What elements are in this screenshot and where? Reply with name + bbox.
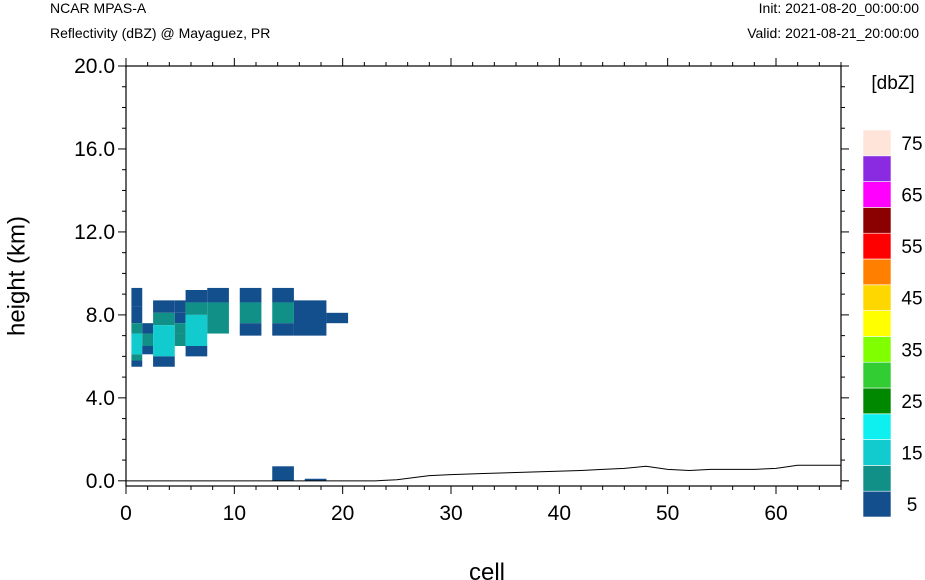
x-tick-label: 40	[548, 502, 571, 525]
colorbar-swatch	[862, 155, 892, 182]
colorbar-labels: 5 15 25 35 45 55 65 75	[901, 134, 922, 516]
reflectivity-cell	[185, 314, 208, 346]
terrain-line	[126, 464, 841, 482]
colorbar-swatch	[862, 129, 892, 157]
reflectivity-cell	[185, 302, 208, 315]
colorbar-swatch	[862, 413, 892, 440]
reflectivity-cell	[174, 333, 186, 346]
colorbar-label: 15	[901, 444, 922, 465]
reflectivity-cell	[304, 478, 327, 481]
reflectivity-cell	[131, 333, 143, 355]
colorbar-swatch	[862, 490, 892, 518]
reflectivity-cell	[131, 354, 143, 361]
reflectivity-cell	[239, 302, 262, 324]
reflectivity-cell	[174, 323, 186, 334]
reflectivity-cell	[272, 323, 294, 336]
reflectivity-cell	[153, 325, 175, 357]
reflectivity-cell	[131, 360, 143, 367]
reflectivity-cell	[293, 300, 327, 336]
y-tick-label: 8.0	[86, 304, 115, 327]
reflectivity-cell	[272, 466, 294, 481]
x-tick-label: 10	[223, 502, 246, 525]
y-tick-label: 16.0	[74, 138, 115, 161]
reflectivity-cell	[131, 306, 143, 324]
colorbar-swatch	[862, 361, 892, 389]
reflectivity-cell	[207, 287, 229, 303]
reflectivity-cells	[131, 287, 349, 481]
reflectivity-cell	[326, 312, 349, 324]
reflectivity-cell	[174, 300, 186, 313]
reflectivity-cell	[131, 323, 143, 334]
reflectivity-cell	[153, 300, 175, 313]
valid-time: Valid: 2021-08-21_20:00:00	[747, 25, 919, 41]
x-tick-label: 20	[331, 502, 354, 525]
x-tick-label: 0	[120, 502, 132, 525]
reflectivity-cell	[272, 302, 294, 324]
colorbar-label: 35	[901, 340, 922, 361]
colorbar-swatch	[862, 181, 892, 208]
reflectivity-cell	[207, 302, 229, 334]
colorbar-swatch	[862, 310, 892, 337]
y-tick-label: 20.0	[74, 55, 115, 78]
reflectivity-cell	[153, 356, 175, 367]
terrain-profile	[126, 464, 841, 482]
reflectivity-cell	[142, 346, 154, 355]
colorbar-label: 75	[901, 134, 922, 155]
colorbar-swatch	[862, 207, 892, 234]
axis-ticks	[118, 58, 849, 494]
colorbar-swatch	[862, 258, 892, 286]
model-title: NCAR MPAS-A	[50, 0, 147, 16]
reflectivity-cell	[174, 312, 186, 324]
colorbar-label: 5	[907, 495, 918, 516]
colorbar-label: 25	[901, 392, 922, 413]
y-tick-label: 0.0	[86, 470, 115, 493]
plot-frame	[125, 65, 842, 487]
colorbar-swatch	[862, 387, 892, 415]
colorbar-swatch	[862, 465, 892, 492]
y-axis-title: height (km)	[3, 216, 30, 336]
reflectivity-cell	[239, 323, 262, 336]
reflectivity-cell	[185, 346, 208, 357]
colorbar-swatch	[862, 232, 892, 260]
colorbar-swatch	[862, 284, 892, 311]
x-tick-labels: 0 10 20 30 40 50 60	[120, 502, 788, 525]
y-tick-label: 4.0	[86, 387, 115, 410]
x-tick-label: 30	[439, 502, 462, 525]
reflectivity-cell	[272, 287, 294, 303]
colorbar-label: 55	[901, 237, 922, 258]
field-subtitle: Reflectivity (dBZ) @ Mayaguez, PR	[50, 25, 271, 41]
y-tick-labels: 0.0 4.0 8.0 12.0 16.0 20.0	[74, 55, 115, 493]
y-tick-label: 12.0	[74, 221, 115, 244]
reflectivity-cell	[142, 323, 154, 334]
colorbar-title: [dbZ]	[871, 73, 914, 94]
colorbar-swatch	[862, 336, 892, 363]
reflectivity-cell	[153, 312, 175, 326]
colorbar	[862, 129, 892, 518]
reflectivity-cell	[239, 287, 262, 303]
reflectivity-cell	[142, 333, 154, 346]
reflectivity-cell	[131, 287, 143, 307]
x-axis-title: cell	[469, 559, 505, 580]
colorbar-swatch	[862, 439, 892, 466]
init-time: Init: 2021-08-20_00:00:00	[758, 0, 919, 16]
x-tick-label: 60	[764, 502, 787, 525]
colorbar-label: 65	[901, 186, 922, 207]
colorbar-label: 45	[901, 289, 922, 310]
reflectivity-cell	[185, 290, 208, 303]
x-tick-label: 50	[656, 502, 679, 525]
